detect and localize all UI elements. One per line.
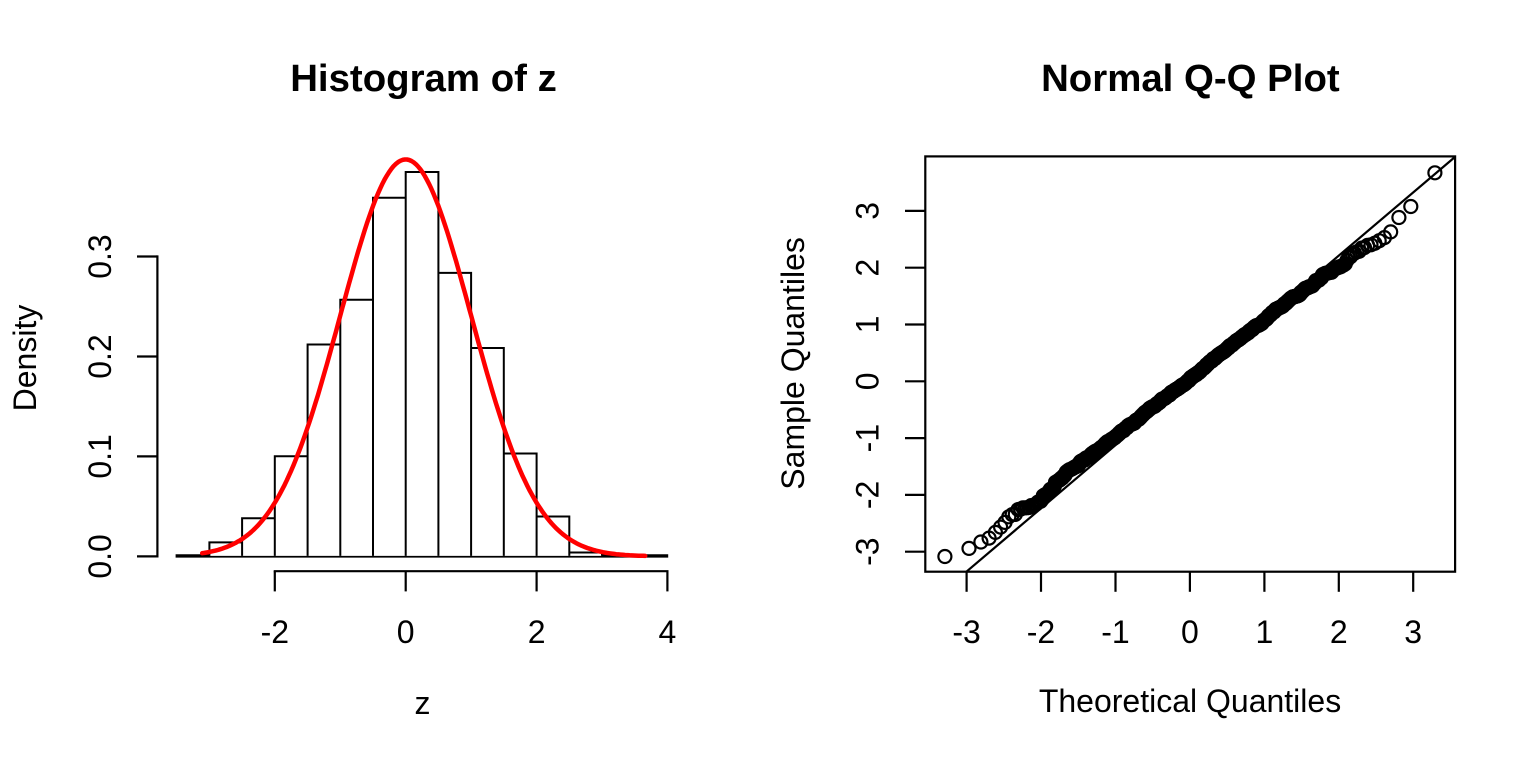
svg-text:-1: -1 <box>850 424 886 452</box>
svg-text:Theoretical Quantiles: Theoretical Quantiles <box>1039 683 1341 719</box>
svg-text:0: 0 <box>397 614 415 650</box>
svg-text:1: 1 <box>1256 614 1274 650</box>
svg-text:2: 2 <box>1330 614 1348 650</box>
svg-text:2: 2 <box>528 614 546 650</box>
svg-text:-2: -2 <box>850 481 886 509</box>
svg-text:0.3: 0.3 <box>82 234 118 278</box>
svg-text:-2: -2 <box>261 614 289 650</box>
svg-text:3: 3 <box>1404 614 1422 650</box>
svg-text:0: 0 <box>850 372 886 390</box>
svg-text:0.2: 0.2 <box>82 334 118 378</box>
svg-text:Histogram of z: Histogram of z <box>290 57 557 100</box>
svg-text:-3: -3 <box>850 537 886 565</box>
svg-text:Sample Quantiles: Sample Quantiles <box>775 237 811 490</box>
svg-text:Density: Density <box>7 305 43 412</box>
svg-text:-1: -1 <box>1101 614 1129 650</box>
svg-text:4: 4 <box>659 614 677 650</box>
svg-text:0.1: 0.1 <box>82 434 118 478</box>
svg-text:1: 1 <box>850 316 886 334</box>
svg-text:0.0: 0.0 <box>82 534 118 578</box>
svg-text:Normal Q-Q Plot: Normal Q-Q Plot <box>1041 57 1340 100</box>
svg-text:3: 3 <box>850 202 886 220</box>
svg-text:-3: -3 <box>952 614 980 650</box>
svg-text:2: 2 <box>850 259 886 277</box>
svg-text:0: 0 <box>1181 614 1199 650</box>
svg-text:z: z <box>415 685 431 721</box>
svg-text:-2: -2 <box>1027 614 1055 650</box>
